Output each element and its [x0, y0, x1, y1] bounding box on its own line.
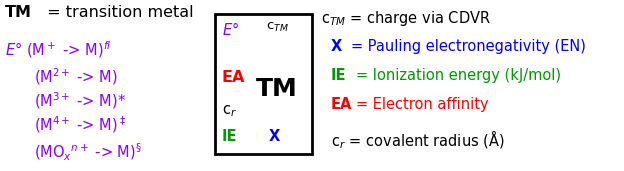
Text: = Ionization energy (kJ/mol): = Ionization energy (kJ/mol) [356, 68, 562, 83]
Text: c$_{TM}$ = charge via CDVR: c$_{TM}$ = charge via CDVR [321, 9, 491, 28]
Text: = Electron affinity: = Electron affinity [356, 97, 489, 113]
Bar [215, 14, 312, 154]
Text: = Pauling electronegativity (EN): = Pauling electronegativity (EN) [351, 39, 586, 54]
Text: c$_{TM}$: c$_{TM}$ [266, 21, 288, 34]
Text: c$_r$ = covalent radius (Å): c$_r$ = covalent radius (Å) [331, 128, 504, 151]
Text: EA: EA [331, 97, 352, 113]
Text: c$_r$: c$_r$ [222, 103, 236, 119]
Text: (M$^{4+}$ -> M)$^\ddagger$: (M$^{4+}$ -> M)$^\ddagger$ [34, 115, 127, 135]
Text: (MO$_x$$^{n+}$ -> M)$^\S$: (MO$_x$$^{n+}$ -> M)$^\S$ [34, 142, 142, 163]
Text: TM: TM [5, 5, 32, 20]
Text: $\mathit{E}$°: $\mathit{E}$° [222, 21, 238, 37]
Text: (M$^{2+}$ -> M): (M$^{2+}$ -> M) [34, 67, 118, 87]
Text: EA: EA [222, 70, 245, 85]
Text: X: X [268, 129, 280, 144]
Text: TM: TM [256, 77, 298, 101]
Text: (M$^{3+}$ -> M)*: (M$^{3+}$ -> M)* [34, 91, 127, 111]
Text: IE: IE [222, 129, 237, 144]
Text: = transition metal: = transition metal [42, 5, 194, 20]
Text: IE: IE [331, 68, 346, 83]
Text: $\mathit{E}$° (M$^+$ -> M)$^{fl}$: $\mathit{E}$° (M$^+$ -> M)$^{fl}$ [5, 39, 112, 60]
Text: X: X [331, 39, 342, 54]
